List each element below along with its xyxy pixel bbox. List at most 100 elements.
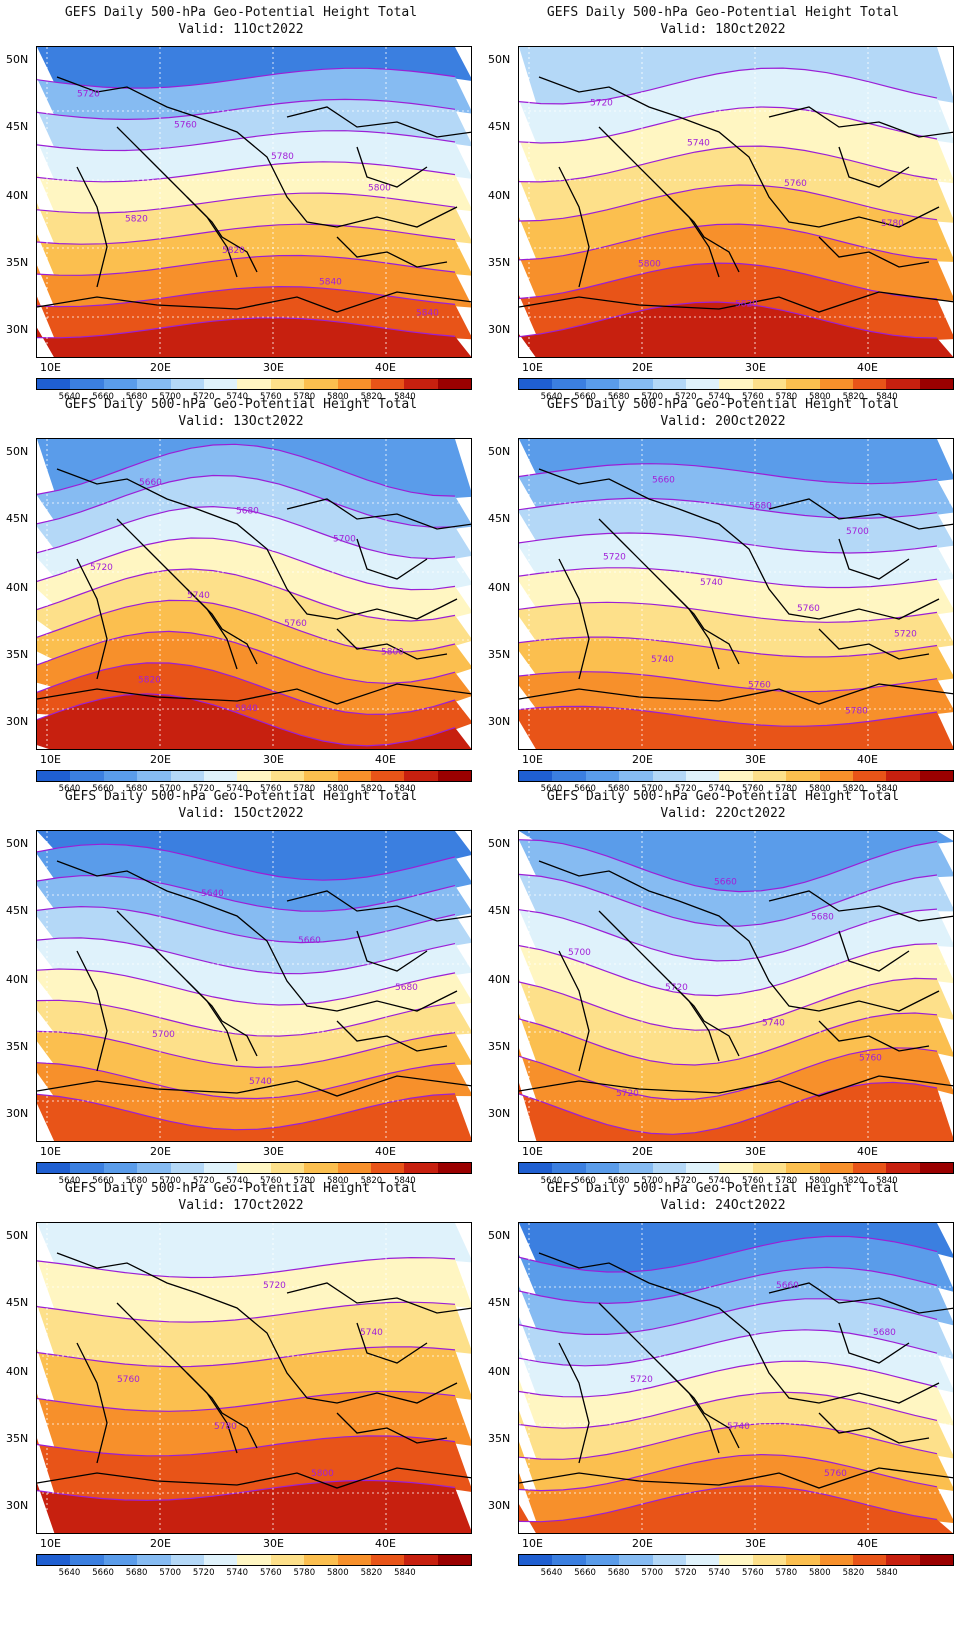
height-band xyxy=(519,943,953,1033)
coastline xyxy=(838,930,910,972)
coastline xyxy=(768,498,953,530)
latitude-tick-label: 35N xyxy=(488,1432,511,1445)
latitude-tick-label: 50N xyxy=(488,1229,511,1242)
colorbar-swatch xyxy=(685,379,720,389)
colorbar xyxy=(36,1162,472,1174)
colorbar-swatch xyxy=(685,1555,720,1565)
coastline xyxy=(818,1020,930,1052)
colorbar-tick-label: 5780 xyxy=(293,784,316,794)
coastline xyxy=(76,558,108,680)
height-band xyxy=(37,439,471,499)
height-band xyxy=(519,1361,953,1431)
coastline xyxy=(186,1372,258,1449)
contour-line xyxy=(519,977,938,1031)
latitude-tick-label: 50N xyxy=(6,53,29,66)
height-band xyxy=(37,831,471,883)
colorbar-swatch xyxy=(852,771,887,781)
colorbar-swatch xyxy=(619,1555,653,1565)
height-band xyxy=(37,506,471,592)
coastline xyxy=(286,106,471,138)
colorbar-tick-label: 5820 xyxy=(842,784,865,794)
latitude-tick-label: 30N xyxy=(6,715,29,728)
colorbar-tick-label: 5800 xyxy=(808,784,831,794)
height-band xyxy=(37,600,471,686)
coastline xyxy=(336,628,448,660)
colorbar-swatch xyxy=(270,1555,305,1565)
colorbar-swatch xyxy=(652,1555,686,1565)
contour-line xyxy=(37,1093,456,1131)
contour-label: 5740 xyxy=(687,139,710,149)
longitude-tick-label: 30E xyxy=(745,361,766,374)
coastline xyxy=(76,1342,108,1464)
colorbar-swatch xyxy=(170,379,204,389)
contour-line xyxy=(37,537,456,591)
panel-valid-date: Valid: 24Oct2022 xyxy=(660,1198,786,1213)
longitude-tick-label: 40E xyxy=(375,1145,396,1158)
height-band xyxy=(37,1480,471,1533)
contour-line xyxy=(519,497,938,519)
contour-label: 5760 xyxy=(797,604,820,614)
map-panel: GEFS Daily 500-hPa Geo-Potential Height … xyxy=(0,0,482,410)
colorbar-swatch xyxy=(585,1555,620,1565)
longitude-tick-label: 30E xyxy=(263,361,284,374)
coastline xyxy=(818,1412,930,1444)
coastline xyxy=(356,538,428,580)
contour-line xyxy=(37,568,456,622)
colorbar-tick-label: 5780 xyxy=(775,1568,798,1578)
longitude-tick-label: 30E xyxy=(745,1537,766,1550)
colorbar-tick-label: 5760 xyxy=(741,1568,764,1578)
panel-valid-date: Valid: 15Oct2022 xyxy=(178,806,304,821)
colorbar-swatch xyxy=(519,379,553,389)
coastline xyxy=(186,588,258,665)
panel-title: GEFS Daily 500-hPa Geo-Potential Height … xyxy=(64,789,418,804)
latitude-tick-label: 50N xyxy=(488,53,511,66)
colorbar-swatch xyxy=(137,1555,171,1565)
contour-label: 5700 xyxy=(846,527,869,537)
height-band xyxy=(37,1257,471,1325)
contour-label: 5720 xyxy=(665,983,688,993)
height-band xyxy=(37,569,471,654)
latitude-tick-label: 45N xyxy=(6,512,29,525)
coastline xyxy=(56,76,458,228)
colorbar-tick-label: 5660 xyxy=(92,784,114,794)
colorbar-swatch xyxy=(37,1163,71,1173)
height-band xyxy=(37,47,471,91)
colorbar-swatch xyxy=(585,379,620,389)
colorbar-tick-label: 5640 xyxy=(540,392,563,402)
contour-label: 5780 xyxy=(271,152,294,162)
contour-line xyxy=(519,1360,938,1398)
height-band xyxy=(37,1346,471,1414)
colorbar-swatch xyxy=(886,1163,920,1173)
latitude-tick-label: 50N xyxy=(488,445,511,458)
coastline xyxy=(356,1322,428,1364)
colorbar-tick-label: 5640 xyxy=(540,1176,563,1186)
colorbar-swatch xyxy=(719,1163,753,1173)
latitude-tick-label: 45N xyxy=(488,512,511,525)
colorbar-tick-label: 5820 xyxy=(842,1176,865,1186)
height-band xyxy=(519,637,953,694)
colorbar-tick-label: 5740 xyxy=(226,1176,249,1186)
longitude-tick-label: 40E xyxy=(857,361,878,374)
colorbar-labels: 5640 5660 5680 5700 5720 5740 5760 5780 5800 5820… xyxy=(518,1568,954,1580)
colorbar-swatch xyxy=(37,771,71,781)
latitude-tick-label: 45N xyxy=(6,904,29,917)
contour-line xyxy=(37,1346,456,1368)
coastline xyxy=(768,890,953,922)
colorbar-swatch xyxy=(304,379,338,389)
colorbar-tick-label: 5800 xyxy=(808,392,831,402)
colorbar-swatch xyxy=(819,379,853,389)
colorbar-tick-label: 5660 xyxy=(574,1176,596,1186)
colorbar-swatch xyxy=(304,771,338,781)
contour-label: 5720 xyxy=(90,563,113,573)
colorbar-swatch xyxy=(786,771,820,781)
colorbar-tick-label: 5760 xyxy=(741,784,764,794)
contour-label: 5740 xyxy=(727,1422,750,1432)
colorbar-swatch xyxy=(719,771,753,781)
coastline xyxy=(558,1342,590,1464)
colorbar-tick-label: 5640 xyxy=(540,1568,563,1578)
coastline xyxy=(336,1020,448,1052)
coastline xyxy=(668,588,740,665)
colorbar xyxy=(518,1162,954,1174)
coastline xyxy=(519,291,953,313)
colorbar-swatch xyxy=(404,1163,438,1173)
